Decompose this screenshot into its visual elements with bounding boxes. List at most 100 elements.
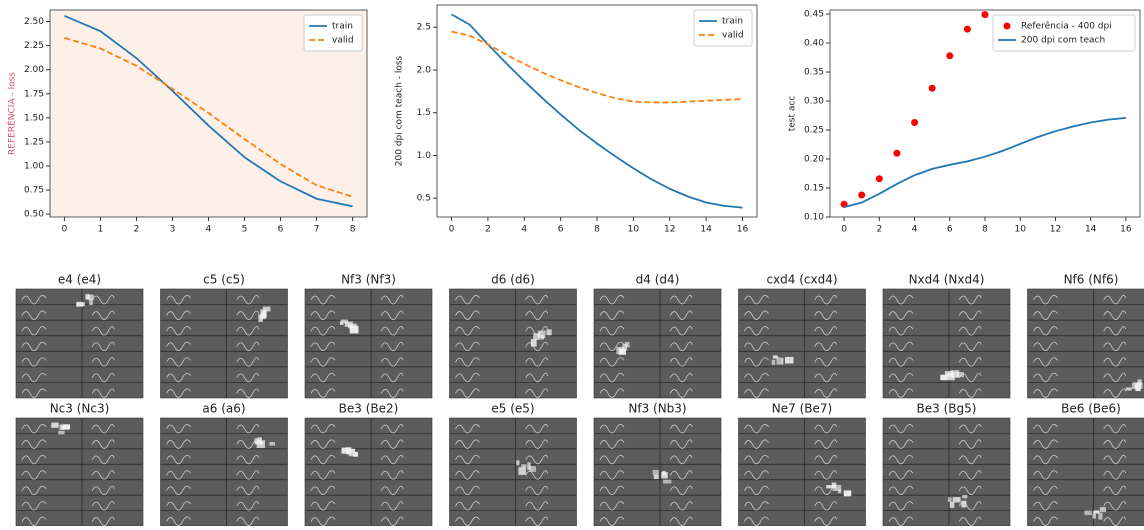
tile-title: Be3 (Bg5) [917,402,977,416]
scatter-point [911,119,918,126]
legend-box [993,15,1135,51]
scatter-point [893,150,900,157]
tile-highlight [832,483,837,488]
x-tick-label: 6 [278,225,284,235]
y-tick-label: 0.30 [804,97,824,107]
tile-title: d6 (d6) [491,273,535,287]
tile-title: cxd4 (cxd4) [766,273,837,287]
tile-highlight [89,300,92,305]
x-tick-label: 8 [350,225,356,235]
tile-image [1028,289,1144,398]
tile-highlight [780,358,783,365]
tile-highlight [547,329,552,335]
tile-image [1028,418,1144,526]
y-tick-label: 2.0 [417,65,432,75]
x-tick-label: 3 [170,225,176,235]
tile-highlight [341,320,348,324]
x-tick-label: 10 [1015,225,1027,235]
tile-highlight [950,502,955,508]
tile-highlight [1138,379,1142,385]
y-tick-label: 0.35 [804,68,824,78]
tile-highlight [350,326,359,334]
tile-highlight [962,495,967,498]
x-tick-label: 7 [314,225,320,235]
tile-highlight [76,302,85,306]
tile-title: Nxd4 (Nxd4) [909,273,985,287]
tile-highlight [772,360,776,365]
y-tick-label: 2.50 [24,17,44,27]
tile-highlight [948,497,952,502]
x-tick-label: 8 [982,225,988,235]
tile-highlight [773,355,778,358]
y-tick-label: 2.5 [417,23,431,33]
y-tick-label: 0.40 [804,39,824,49]
y-tick-label: 2.25 [24,41,44,51]
tile-highlight [346,447,351,454]
y-tick-label: 0.45 [804,10,824,20]
tile-highlight [1084,511,1091,516]
tile-image [883,289,1010,398]
x-tick-label: 16 [737,225,749,235]
x-tick-label: 14 [700,225,712,235]
x-tick-label: 2 [134,225,140,235]
tile-highlight [622,344,627,351]
tile-highlight [663,480,671,484]
x-tick-label: 0 [62,225,68,235]
x-tick-label: 16 [1120,225,1132,235]
legend-box [304,15,362,51]
tile-highlight [940,375,947,380]
tile-highlight [961,501,966,508]
x-tick-label: 0 [841,225,847,235]
tile-highlight [785,357,794,364]
x-tick-label: 6 [558,225,564,235]
tile-highlight [257,440,265,448]
y-tick-label: 1.00 [24,161,44,171]
y-tick-label: 0.20 [804,155,824,165]
x-tick-label: 6 [947,225,953,235]
tile-highlight [662,471,666,476]
tile-highlight [956,372,964,377]
y-tick-label: 1.75 [24,89,44,99]
legend-label: valid [722,31,744,41]
tile-image [305,418,432,526]
scatter-point [982,11,989,18]
tile-highlight [947,373,955,381]
tile-image [16,289,143,398]
x-tick-label: 0 [449,225,455,235]
legend-label: train [332,22,353,32]
y-axis-label: 200 dpi com teach - loss [395,55,405,166]
tile-highlight [270,442,275,445]
tile-highlight [516,460,519,465]
y-tick-label: 0.75 [24,186,44,196]
y-tick-label: 0.50 [24,210,44,220]
tile-title: Nf3 (Nb3) [628,402,686,416]
tile-title: Be6 (Be6) [1061,402,1121,416]
y-axis-label: REFERÊNCIA - loss [6,72,18,155]
tile-title: Be3 (Be2) [339,402,399,416]
tile-image [739,418,866,526]
x-tick-label: 4 [521,225,527,235]
tile-highlight [654,475,659,479]
tile-highlight [518,467,526,475]
tile-highlight [261,311,266,318]
scatter-point [876,175,883,182]
tile-title: e5 (e5) [491,402,534,416]
y-axis-label: test acc [788,96,798,132]
tile-title: Nf3 (Nf3) [341,273,396,287]
tile-highlight [1093,510,1099,513]
y-tick-label: 2.00 [24,65,44,75]
x-tick-label: 8 [594,225,600,235]
tile-highlight [953,497,961,502]
tile-highlight [1126,387,1132,390]
tile-title: c5 (c5) [203,273,245,287]
tile-highlight [51,423,58,428]
legend-label: Referência - 400 dpi [1021,21,1112,32]
legend-label: 200 dpi com teach [1021,36,1105,46]
tile-highlight [353,452,358,457]
y-tick-label: 0.15 [804,184,824,194]
tile-highlight [87,295,93,300]
y-tick-label: 0.10 [804,213,824,223]
tile-title: d4 (d4) [636,273,680,287]
tile-image [594,418,721,526]
scatter-point [946,52,953,59]
